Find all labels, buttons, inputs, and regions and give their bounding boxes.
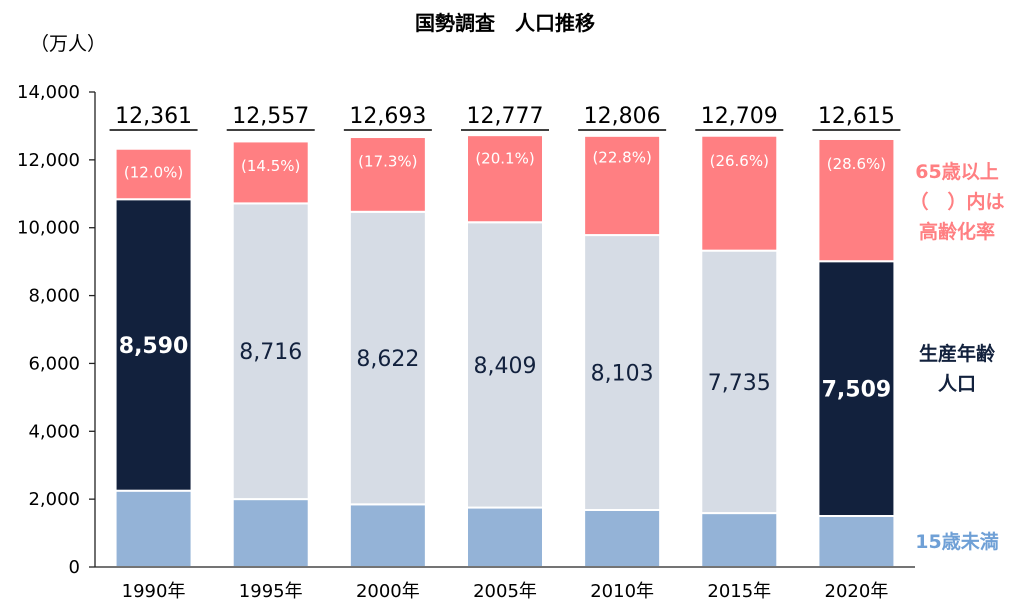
total-label: 12,709 [701,104,778,129]
total-label: 12,806 [584,104,661,129]
chart-title: 国勢調査 人口推移 [415,11,595,35]
legend-elderly-label: （ ）内は [909,190,1004,213]
bar-working [348,210,427,506]
x-tick-label: 2015年 [707,581,771,602]
y-tick-label: 2,000 [28,489,80,510]
x-tick-label: 2020年 [825,581,889,602]
bar-working [583,234,662,511]
bar-working [700,249,779,515]
y-tick-label: 8,000 [28,286,80,307]
x-tick-label: 1995年 [239,581,303,602]
total-label: 12,361 [115,104,192,129]
elderly-rate-label: (17.3%) [358,152,417,170]
bar-under15 [114,489,193,568]
y-tick-label: 12,000 [17,150,80,171]
bar-elderly [583,134,662,237]
elderly-rate-label: (22.8%) [592,149,651,167]
y-tick-label: 10,000 [17,218,80,239]
bar-group: 8,103 (22.8%) 12,806 [578,104,667,568]
bar-working [114,198,193,492]
legend-under15-label: 15歳未満 [915,530,998,553]
bar-group: 8,409 (20.1%) 12,777 [461,104,549,568]
x-tick-label: 1990年 [122,581,186,602]
bar-working [231,202,310,501]
bar-elderly [817,137,896,263]
bar-under15 [466,506,544,568]
bar-elderly [114,147,193,201]
elderly-rate-label: (20.1%) [475,149,534,167]
bar-elderly [700,134,779,252]
bar-under15 [231,498,310,568]
elderly-rate-label: (28.6%) [827,155,886,173]
total-label: 12,693 [349,104,426,129]
bars: 8,590 (12.0%) 12,361 8,716 (14.5%) 12,557 8,62… [109,104,901,569]
bar-group: 8,716 (14.5%) 12,557 [226,104,315,568]
bar-elderly [231,140,310,205]
bar-group: 8,590 (12.0%) 12,361 [109,104,198,568]
total-label: 12,777 [467,104,544,129]
bar-group: 7,509 (28.6%) 12,615 [812,104,901,569]
legend-elderly-label: 高齢化率 [919,220,995,243]
y-axis: 0 2,000 4,000 6,000 8,000 10,000 12,000 14,000 [17,82,96,578]
y-tick-label: 4,000 [28,421,80,442]
elderly-rate-label: (26.6%) [710,152,769,170]
elderly-rate-label: (12.0%) [124,164,183,182]
bar-under15 [700,512,779,569]
bar-group: 7,735 (26.6%) 12,709 [695,104,784,569]
bar-under15 [817,515,896,569]
working-value-label: 7,509 [822,378,892,403]
x-tick-label: 2005年 [473,581,537,602]
legend-working-label: 人口 [938,373,976,395]
y-unit-label: （万人） [30,33,106,55]
working-value-label: 8,622 [356,347,419,372]
bar-under15 [583,509,662,568]
bar-elderly [466,134,544,224]
working-value-label: 8,103 [591,362,654,387]
bar-under15 [348,503,427,568]
total-label: 12,557 [232,104,309,129]
legend-working-label: 生産年齢 [919,342,996,365]
bar-group: 8,622 (17.3%) 12,693 [343,104,432,568]
elderly-rate-label: (14.5%) [241,157,300,175]
y-tick-label: 0 [69,557,80,578]
x-tick-label: 2000年 [356,581,420,602]
working-value-label: 8,590 [119,334,189,359]
working-value-label: 8,716 [239,340,302,365]
total-label: 12,615 [818,104,895,129]
working-value-label: 7,735 [708,371,771,396]
working-value-label: 8,409 [474,354,537,379]
bar-working [466,221,544,509]
x-axis: 1990年 1995年 2000年 2005年 2010年 2015年 2020年 [95,566,915,602]
bar-elderly [348,136,427,213]
bar-working [817,260,896,518]
y-tick-label: 14,000 [17,82,80,103]
x-tick-label: 2010年 [590,581,654,602]
legend-elderly-label: 65歳以上 [915,161,998,183]
y-tick-label: 6,000 [28,353,80,374]
